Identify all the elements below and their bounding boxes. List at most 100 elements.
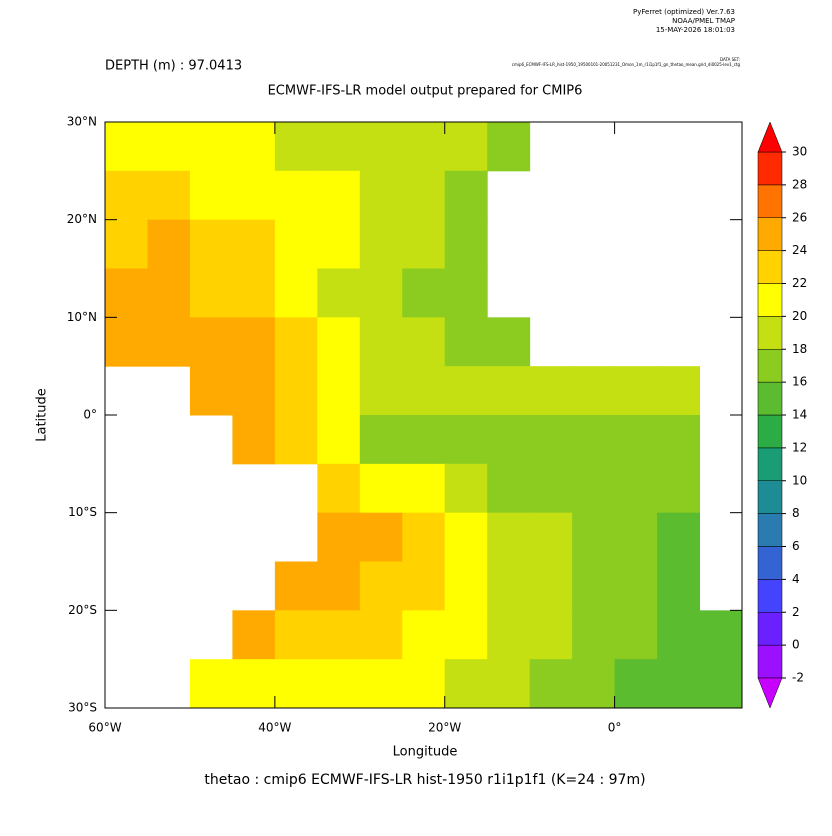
colorbar-band xyxy=(757,381,783,416)
cell xyxy=(105,317,148,367)
colorbar-over xyxy=(757,121,783,153)
cell xyxy=(529,366,573,416)
y-tick-label: 30°S xyxy=(68,701,97,715)
colorbar-label: 4 xyxy=(792,572,800,586)
cell xyxy=(444,561,488,611)
cell xyxy=(105,268,148,318)
cell xyxy=(529,415,573,465)
cell xyxy=(147,122,191,172)
colorbar-band xyxy=(757,414,783,449)
cell xyxy=(189,366,233,416)
cell xyxy=(105,122,148,172)
cell xyxy=(232,366,276,416)
cell xyxy=(274,122,318,172)
cell xyxy=(317,610,361,660)
colorbar-label: 10 xyxy=(792,473,807,487)
cell xyxy=(529,463,573,514)
cell xyxy=(232,659,276,709)
cell xyxy=(317,561,361,611)
caption: thetao : cmip6 ECMWF-IFS-LR hist-1950 r1… xyxy=(204,772,645,788)
colorbar-band xyxy=(757,579,783,613)
cell xyxy=(402,170,446,221)
cell xyxy=(359,463,403,514)
cell xyxy=(402,610,446,660)
colorbar-label: 28 xyxy=(792,177,807,191)
colorbar-band xyxy=(757,250,783,284)
cell xyxy=(147,219,191,269)
x-tick-label: 20°W xyxy=(428,721,461,735)
y-tick-label: 20°S xyxy=(68,603,97,617)
cell xyxy=(444,512,488,562)
cell xyxy=(232,122,276,172)
cell xyxy=(317,659,361,709)
cell xyxy=(317,317,361,367)
cell xyxy=(189,317,233,367)
cell xyxy=(232,219,276,269)
colorbar-label: 26 xyxy=(792,210,807,224)
cell xyxy=(444,170,488,221)
colorbar-label: 16 xyxy=(792,375,807,389)
y-tick-label: 30°N xyxy=(67,115,97,129)
y-tick-label: 10°S xyxy=(68,505,97,519)
cell xyxy=(359,268,403,318)
cell xyxy=(487,512,531,562)
cell xyxy=(274,659,318,709)
cell xyxy=(487,561,531,611)
cell xyxy=(614,463,658,514)
cell xyxy=(274,415,318,465)
cell xyxy=(359,659,403,709)
colorbar-label: 30 xyxy=(792,145,807,159)
colorbar-band xyxy=(757,480,783,514)
cell xyxy=(189,219,233,269)
y-axis-label: Latitude xyxy=(35,388,50,442)
colorbar-band xyxy=(757,151,783,186)
org: NOAA/PMEL TMAP xyxy=(672,17,735,25)
cell xyxy=(402,512,446,562)
colorbar-label: 6 xyxy=(792,539,800,553)
cell xyxy=(105,219,148,269)
cell xyxy=(359,610,403,660)
cell xyxy=(657,463,701,514)
y-tick-label: 10°N xyxy=(67,310,97,324)
cell xyxy=(402,317,446,367)
cell xyxy=(657,610,701,660)
cell xyxy=(657,561,701,611)
cell xyxy=(657,415,701,465)
cell xyxy=(444,317,488,367)
cell xyxy=(402,415,446,465)
cell xyxy=(572,659,616,709)
cell xyxy=(317,512,361,562)
cell xyxy=(274,268,318,318)
cell xyxy=(444,463,488,514)
cell xyxy=(274,561,318,611)
x-tick-label: 0° xyxy=(608,721,622,735)
cell xyxy=(699,610,743,660)
colorbar-under xyxy=(757,677,783,709)
colorbar-band xyxy=(757,513,783,547)
cell xyxy=(699,659,743,709)
dataset: cmip6_ECMWF-IFS-LR_hist-1950_19500101-20… xyxy=(512,62,741,67)
cell xyxy=(147,268,191,318)
cell xyxy=(232,415,276,465)
cell xyxy=(444,366,488,416)
x-tick-label: 40°W xyxy=(258,721,291,735)
cell xyxy=(572,512,616,562)
colorbar-label: 2 xyxy=(792,605,800,619)
cell xyxy=(317,268,361,318)
cell xyxy=(572,561,616,611)
colorbar-label: 22 xyxy=(792,276,807,290)
cell xyxy=(359,317,403,367)
cell xyxy=(359,561,403,611)
cell xyxy=(614,366,658,416)
colorbar-band xyxy=(757,644,783,679)
cell xyxy=(359,122,403,172)
cell xyxy=(189,170,233,221)
cell xyxy=(572,366,616,416)
cell xyxy=(359,170,403,221)
cell xyxy=(444,610,488,660)
colorbar-band xyxy=(757,447,783,481)
cell xyxy=(232,268,276,318)
colorbar-band xyxy=(757,546,783,580)
cell xyxy=(402,659,446,709)
